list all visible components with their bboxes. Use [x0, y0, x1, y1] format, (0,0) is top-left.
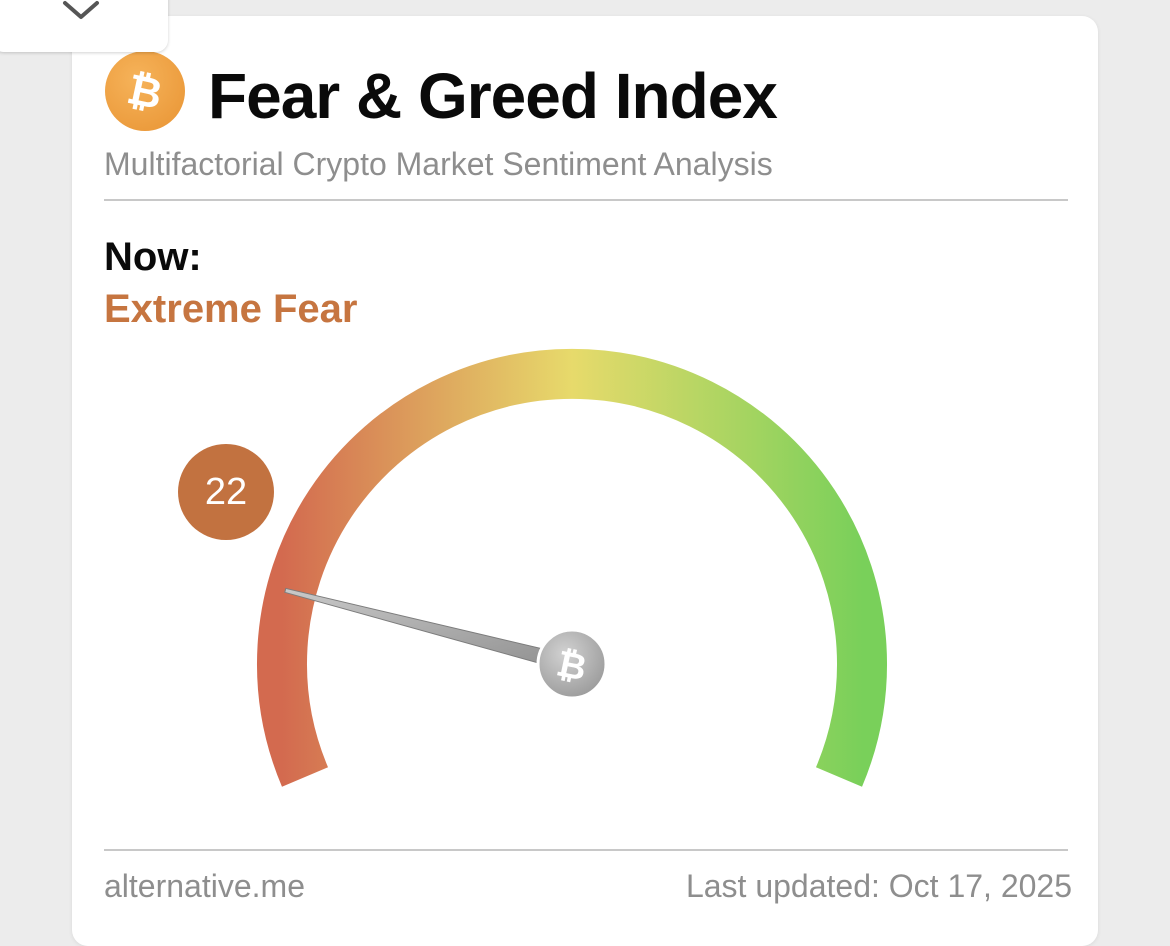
gauge-needle: [284, 587, 575, 673]
header-divider: [104, 199, 1068, 201]
gauge-arc: [257, 348, 887, 787]
gauge-hub: ₿: [536, 628, 608, 700]
last-updated-text: Last updated: Oct 17, 2025: [685, 868, 1072, 904]
chevron-down-icon: [63, 1, 99, 19]
page-subtitle: Multifactorial Crypto Market Sentiment A…: [104, 146, 773, 182]
fear-greed-widget: ₿ Fear & Greed Index Multifactorial Cryp…: [72, 16, 1098, 946]
footer-divider: [104, 849, 1068, 851]
bitcoin-icon: ₿: [553, 643, 590, 689]
collapse-toggle-button[interactable]: [0, 0, 168, 52]
now-label: Now:: [104, 235, 202, 279]
bitcoin-icon: ₿: [105, 51, 185, 131]
source-link[interactable]: alternative.me: [104, 868, 305, 904]
index-value-badge: 22: [178, 444, 274, 540]
sentiment-classification: Extreme Fear: [104, 287, 358, 331]
page-title: Fear & Greed Index: [208, 60, 778, 132]
